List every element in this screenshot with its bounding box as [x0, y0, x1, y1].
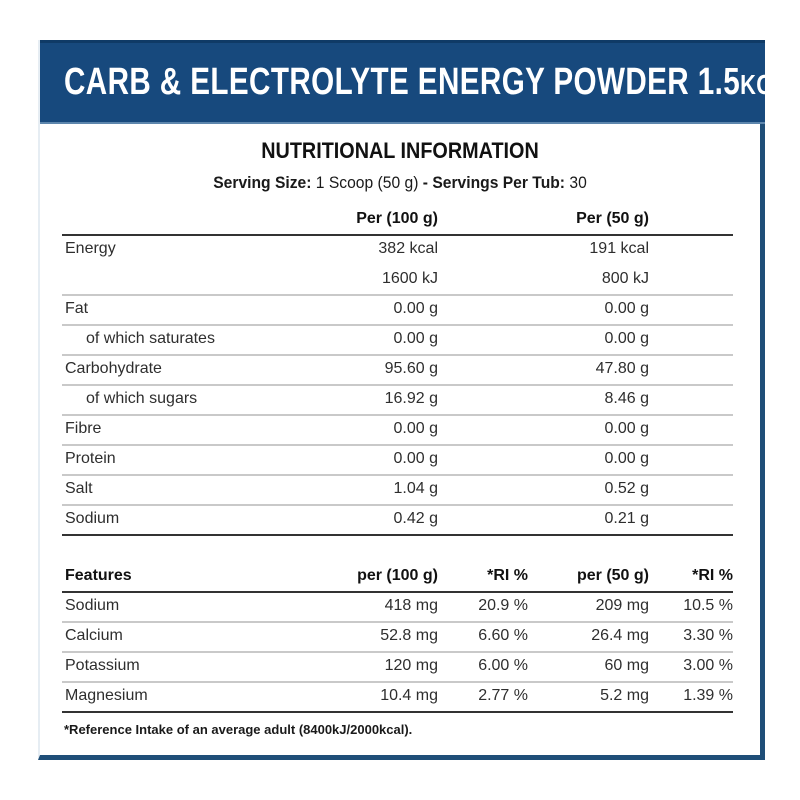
- nutrition-table: Per (100 g) Per (50 g) Energy 382 kcal 1…: [62, 206, 733, 536]
- value-per-100g: 120 mg: [384, 657, 438, 674]
- value-per-50g: 0.52 g: [604, 480, 649, 497]
- row-label: Fat: [65, 300, 89, 317]
- value-per-50g: 5.2 mg: [600, 687, 649, 704]
- section-title: NUTRITIONAL INFORMATION: [261, 138, 539, 163]
- row-label: Calcium: [65, 627, 123, 644]
- row-label: of which sugars: [86, 390, 198, 407]
- table-row-fibre: Fibre 0.00 g 0.00 g: [62, 416, 733, 446]
- row-label: of which saturates: [86, 330, 215, 347]
- feature-row-magnesium: Magnesium 10.4 mg 2.77 % 5.2 mg 1.39 %: [62, 683, 733, 713]
- value-per-100g: 1600 kJ: [381, 270, 438, 287]
- value-per-50g: 26.4 mg: [591, 627, 649, 644]
- ri-per-50g: 3.30 %: [683, 627, 733, 644]
- ri-per-50g: 1.39 %: [683, 687, 733, 704]
- ri-per-100g: 20.9 %: [478, 597, 528, 614]
- table-row-saturates: of which saturates 0.00 g 0.00 g: [62, 326, 733, 356]
- value-per-100g: 418 mg: [384, 597, 438, 614]
- nutrition-table-header: Per (100 g) Per (50 g): [62, 206, 733, 236]
- column-header-ri-100g: *RI %: [487, 567, 528, 584]
- features-table: Features per (100 g) *RI % per (50 g) *R…: [62, 563, 733, 713]
- value-per-50g: 0.00 g: [604, 450, 649, 467]
- feature-row-sodium: Sodium 418 mg 20.9 % 209 mg 10.5 %: [62, 593, 733, 623]
- row-label: Potassium: [65, 657, 140, 674]
- value-per-100g: 0.00 g: [393, 420, 438, 437]
- value-per-50g: 0.00 g: [604, 330, 649, 347]
- value-per-50g: 209 mg: [595, 597, 649, 614]
- value-per-50g: 60 mg: [604, 657, 649, 674]
- value-per-50g: 0.00 g: [604, 300, 649, 317]
- row-label: Sodium: [65, 597, 120, 614]
- value-per-100g: 16.92 g: [384, 390, 438, 407]
- reference-intake-footnote: *Reference Intake of an average adult (8…: [64, 722, 413, 737]
- value-per-100g: 0.00 g: [393, 300, 438, 317]
- serving-info: Serving Size: 1 Scoop (50 g) - Servings …: [32, 173, 768, 193]
- feature-row-potassium: Potassium 120 mg 6.00 % 60 mg 3.00 %: [62, 653, 733, 683]
- table-row-protein: Protein 0.00 g 0.00 g: [62, 446, 733, 476]
- product-title-banner: CARB & ELECTROLYTE ENERGY POWDER 1.5KG: [40, 40, 773, 124]
- table-row-energy-kcal: Energy 382 kcal 191 kcal: [62, 236, 733, 266]
- serving-size-value: 1 Scoop (50 g): [315, 173, 419, 192]
- table-row-sugars: of which sugars 16.92 g 8.46 g: [62, 386, 733, 416]
- column-header-per-50g: per (50 g): [576, 567, 649, 584]
- row-label: Salt: [65, 480, 93, 497]
- row-label: Carbohydrate: [65, 360, 162, 377]
- ri-per-100g: 6.60 %: [478, 627, 528, 644]
- feature-row-calcium: Calcium 52.8 mg 6.60 % 26.4 mg 3.30 %: [62, 623, 733, 653]
- value-per-100g: 0.00 g: [393, 450, 438, 467]
- product-size-unit: KG: [740, 69, 774, 100]
- features-table-header: Features per (100 g) *RI % per (50 g) *R…: [62, 563, 733, 593]
- product-title: CARB & ELECTROLYTE ENERGY POWDER 1.5KG: [64, 61, 774, 104]
- serving-separator: -: [422, 173, 428, 192]
- value-per-100g: 0.00 g: [393, 330, 438, 347]
- value-per-100g: 10.4 mg: [380, 687, 438, 704]
- table-row-salt: Salt 1.04 g 0.52 g: [62, 476, 733, 506]
- servings-per-tub-value: 30: [569, 173, 587, 192]
- value-per-50g: 0.21 g: [604, 510, 649, 527]
- value-per-50g: 0.00 g: [604, 420, 649, 437]
- value-per-100g: 0.42 g: [393, 510, 438, 527]
- table-row-energy-kj: 1600 kJ 800 kJ: [62, 266, 733, 296]
- table-row-carbohydrate: Carbohydrate 95.60 g 47.80 g: [62, 356, 733, 386]
- ri-per-50g: 10.5 %: [683, 597, 733, 614]
- table-row-fat: Fat 0.00 g 0.00 g: [62, 296, 733, 326]
- value-per-50g: 191 kcal: [589, 240, 649, 257]
- table-row-sodium: Sodium 0.42 g 0.21 g: [62, 506, 733, 536]
- value-per-100g: 95.60 g: [384, 360, 438, 377]
- nutrition-label-card: CARB & ELECTROLYTE ENERGY POWDER 1.5KG: [38, 40, 773, 760]
- ri-per-100g: 2.77 %: [478, 687, 528, 704]
- row-label: Sodium: [65, 510, 120, 527]
- product-title-text: CARB & ELECTROLYTE ENERGY POWDER 1.5: [64, 61, 741, 103]
- value-per-50g: 8.46 g: [604, 390, 649, 407]
- row-label: Protein: [65, 450, 116, 467]
- value-per-100g: 52.8 mg: [380, 627, 438, 644]
- ri-per-100g: 6.00 %: [478, 657, 528, 674]
- column-header-ri-50g: *RI %: [692, 567, 733, 584]
- column-header-features: Features: [65, 567, 132, 584]
- column-header-per-100g: per (100 g): [357, 567, 438, 584]
- column-header-per-50g: Per (50 g): [576, 210, 649, 227]
- row-label: Energy: [65, 240, 116, 257]
- value-per-50g: 800 kJ: [601, 270, 649, 287]
- servings-per-tub-label: Servings Per Tub:: [432, 173, 566, 192]
- column-header-per-100g: Per (100 g): [356, 210, 438, 227]
- row-label: Magnesium: [65, 687, 148, 704]
- row-label: Fibre: [65, 420, 102, 437]
- value-per-100g: 1.04 g: [393, 480, 438, 497]
- value-per-100g: 382 kcal: [378, 240, 438, 257]
- serving-size-label: Serving Size:: [213, 173, 312, 192]
- value-per-50g: 47.80 g: [595, 360, 649, 377]
- ri-per-50g: 3.00 %: [683, 657, 733, 674]
